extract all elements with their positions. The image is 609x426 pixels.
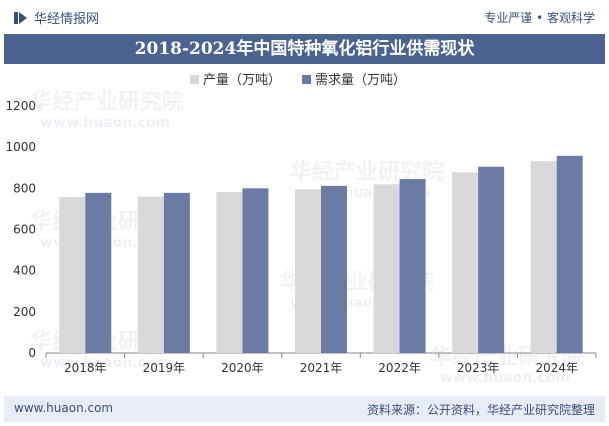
watermark-url: www.huaon.com [40,355,170,371]
y-tick-label: 200 [13,305,36,319]
y-tick-label: 1000 [5,140,36,154]
footer-source: 资料来源：公开资料，华经产业研究院整理 [366,403,595,417]
footer-website: www.huaon.com [14,401,114,415]
bar-1-1 [163,192,190,353]
bar-0-6 [530,161,557,353]
watermark-text: 华经产业研究院 [30,89,184,115]
tagline: 专业严谨 • 客观科学 [484,11,595,25]
bar-1-0 [85,192,112,353]
brand: 华经情报网 [14,8,99,27]
legend-label-0: 产量（万吨） [203,73,281,88]
footer: www.huaon.com 资料来源：公开资料，华经产业研究院整理 [4,396,605,422]
y-tick-label: 0 [28,346,36,360]
bar-1-6 [556,155,583,353]
bar-1-3 [321,185,347,353]
bar-1-4 [399,179,426,353]
y-tick-label: 800 [13,181,36,195]
x-tick-label: 2018年 [64,361,107,375]
y-tick-label: 400 [13,264,36,278]
x-tick-label: 2024年 [535,361,578,375]
bar-0-5 [452,172,479,353]
bar-0-0 [59,196,86,353]
legend-label-1: 需求量（万吨） [315,73,406,88]
bar-0-1 [137,196,164,353]
x-tick-label: 2019年 [143,361,186,375]
bar-0-3 [295,189,321,353]
legend-swatch-0 [190,75,199,84]
brand-name: 华经情报网 [34,12,100,27]
x-tick-label: 2021年 [300,361,343,375]
bar-1-2 [242,188,269,353]
top-bar: 华经情报网 专业严谨 • 客观科学 [0,0,609,34]
y-tick-label: 1200 [5,99,36,113]
bar-0-2 [216,192,243,353]
bar-0-4 [373,184,400,353]
x-tick-label: 2022年 [378,361,421,375]
bar-1-5 [478,166,505,353]
chart-title: 2018-2024年中国特种氧化铝行业供需现状 [4,34,605,64]
x-tick-label: 2023年 [457,361,500,375]
watermark-url: www.huaon.com [440,370,570,386]
y-tick-label: 600 [13,223,36,237]
x-tick-label: 2020年 [221,361,264,375]
bar-chart: 华经产业研究院www.huaon.com华经产业研究院www.huaon.com… [5,73,597,386]
legend-swatch-1 [302,75,311,84]
watermark-url: www.huaon.com [40,115,170,131]
logo-icon [14,11,27,24]
